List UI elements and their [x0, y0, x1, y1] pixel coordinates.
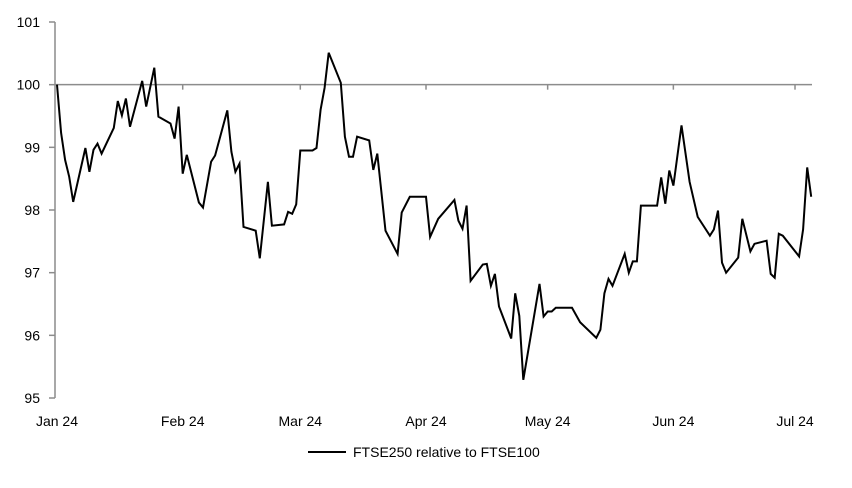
y-tick-label: 95	[24, 390, 40, 406]
y-tick-label: 99	[24, 139, 40, 155]
y-tick-label: 97	[24, 265, 40, 281]
y-tick-label: 100	[17, 77, 41, 93]
y-axis: 95 96 97 98 99 100 101	[17, 14, 56, 406]
x-tick-label: Mar 24	[279, 413, 323, 429]
x-tick-label: Jun 24	[652, 413, 694, 429]
x-axis: Jan 24 Feb 24 Mar 24 Apr 24 May 24 Jun 24 Jul …	[36, 83, 814, 429]
x-tick-label: Feb 24	[161, 413, 205, 429]
y-tick-label: 101	[17, 14, 41, 30]
series-layer	[56, 52, 813, 380]
legend: FTSE250 relative to FTSE100	[308, 444, 540, 460]
x-tick-label: Apr 24	[405, 413, 446, 429]
y-tick-label: 96	[24, 327, 40, 343]
x-tick-label: Jul 24	[776, 413, 814, 429]
x-tick-label: May 24	[525, 413, 571, 429]
y-tick-label: 98	[24, 202, 40, 218]
legend-label: FTSE250 relative to FTSE100	[353, 444, 540, 460]
x-tick-label: Jan 24	[36, 413, 78, 429]
series-line-0	[56, 52, 813, 380]
